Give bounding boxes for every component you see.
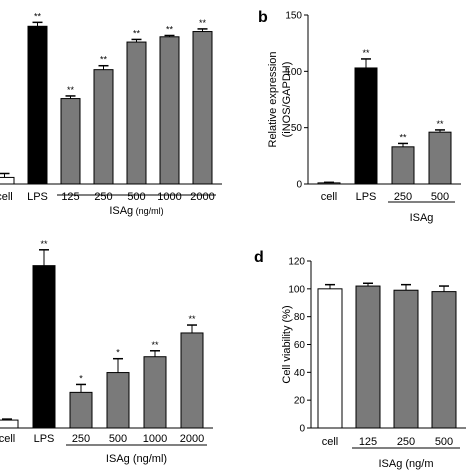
panel1-significance: ** bbox=[133, 28, 141, 38]
panel2-y-label: Relative expression bbox=[267, 52, 279, 148]
panel2-significance: ** bbox=[436, 119, 444, 129]
panel4-bar-cell bbox=[317, 288, 343, 429]
panel4-x-tick-label: cell bbox=[322, 436, 339, 448]
panel3-x-tick-label: 1000 bbox=[143, 433, 167, 445]
panel3-significance: * bbox=[79, 373, 83, 383]
panel1-significance: ** bbox=[34, 11, 42, 21]
panel3-x-tick-label: 500 bbox=[109, 433, 127, 445]
panel3-x-tick-label: cell bbox=[0, 433, 15, 445]
panel4-bar-500 bbox=[431, 291, 457, 429]
panel3-x-tick-label: LPS bbox=[34, 433, 55, 445]
panel2-y-label-2: (iNOS/GAPDH) bbox=[281, 62, 293, 138]
panel4-y-tick-label: 40 bbox=[294, 368, 306, 379]
panel4-y-tick-label: 100 bbox=[288, 284, 305, 295]
panel3-x-tick-label: 2000 bbox=[180, 433, 204, 445]
panel3-bar-500 bbox=[106, 372, 130, 429]
panel1-significance: ** bbox=[166, 24, 174, 34]
panel3-x-tick-label: 250 bbox=[72, 433, 90, 445]
panel1-significance: ** bbox=[100, 55, 108, 65]
panel1-x-tick-label: 2000 bbox=[190, 191, 214, 203]
panel1-x-tick-label: 125 bbox=[61, 191, 79, 203]
panel1-significance: ** bbox=[67, 85, 75, 95]
panel1-group-label: ISAg (ng/ml) bbox=[109, 205, 163, 217]
panel4-x-tick-label: 250 bbox=[397, 436, 415, 448]
panel2-y-tick-label: 150 bbox=[285, 11, 302, 22]
panel1-bar-125 bbox=[60, 98, 81, 185]
panel2-letter: b bbox=[258, 9, 268, 26]
panel3-bar-250 bbox=[69, 391, 93, 429]
panel3-significance: * bbox=[116, 348, 120, 358]
panel1-group-unit: (ng/ml) bbox=[133, 206, 164, 216]
panel3-bar-1000 bbox=[143, 356, 167, 429]
panel2-bar-250 bbox=[391, 146, 415, 185]
panel1-x-tick-label: LPS bbox=[27, 191, 48, 203]
panel4-bar-250 bbox=[393, 289, 419, 429]
panel2-y-tick-label: 0 bbox=[296, 180, 302, 191]
panel2-group-label: ISAg bbox=[410, 212, 434, 224]
panel4-group-label: ISAg (ng/m bbox=[378, 458, 433, 470]
panel3-significance: ** bbox=[151, 340, 159, 350]
panel2-x-tick-label: LPS bbox=[356, 191, 377, 203]
panel3-bar-2000 bbox=[180, 332, 204, 429]
panel1-x-tick-label: 500 bbox=[127, 191, 145, 203]
panel2-significance: ** bbox=[399, 132, 407, 142]
panel4-letter: d bbox=[254, 249, 264, 266]
panel4-x-tick-label: 125 bbox=[359, 436, 377, 448]
panel3-bar-LPS bbox=[32, 265, 56, 429]
panel2-y-tick-label: 100 bbox=[285, 67, 302, 78]
panel1-bar-500 bbox=[126, 41, 147, 185]
panel4-y-tick-label: 120 bbox=[288, 257, 305, 268]
panel4-y-label: Cell viability (%) bbox=[281, 305, 293, 383]
panel1-x-tick-label: 250 bbox=[94, 191, 112, 203]
panel1-significance: ** bbox=[199, 18, 207, 28]
panel1-bar-250 bbox=[93, 69, 114, 185]
panel2-bar-LPS bbox=[354, 67, 378, 185]
panel4-bar-125 bbox=[355, 285, 381, 429]
panel2-y-tick-label: 50 bbox=[291, 123, 303, 134]
panel1-bar-cell bbox=[0, 176, 15, 185]
panel2-x-tick-label: cell bbox=[321, 191, 338, 203]
panel1-bar-LPS bbox=[27, 25, 48, 185]
panel3-significance: ** bbox=[188, 314, 196, 324]
panel3-bar-cell bbox=[0, 419, 19, 429]
panel1-x-tick-label: 1000 bbox=[157, 191, 181, 203]
panel1-x-tick-label: cell bbox=[0, 191, 13, 203]
panel1-bar-2000 bbox=[192, 31, 213, 185]
panel4-y-tick-label: 0 bbox=[299, 424, 305, 435]
panel2-significance: ** bbox=[362, 48, 370, 58]
panel3-significance: ** bbox=[40, 239, 48, 249]
panel4-y-tick-label: 60 bbox=[294, 340, 306, 351]
panel2-x-tick-label: 250 bbox=[394, 191, 412, 203]
panel4-y-tick-label: 80 bbox=[294, 312, 306, 323]
panel1-bar-1000 bbox=[159, 36, 180, 185]
panel4-y-tick-label: 20 bbox=[294, 396, 306, 407]
panel3-group-label: ISAg (ng/ml) bbox=[106, 453, 167, 465]
panel4-x-tick-label: 500 bbox=[435, 436, 453, 448]
panel2-x-tick-label: 500 bbox=[431, 191, 449, 203]
panel2-bar-500 bbox=[428, 131, 452, 185]
